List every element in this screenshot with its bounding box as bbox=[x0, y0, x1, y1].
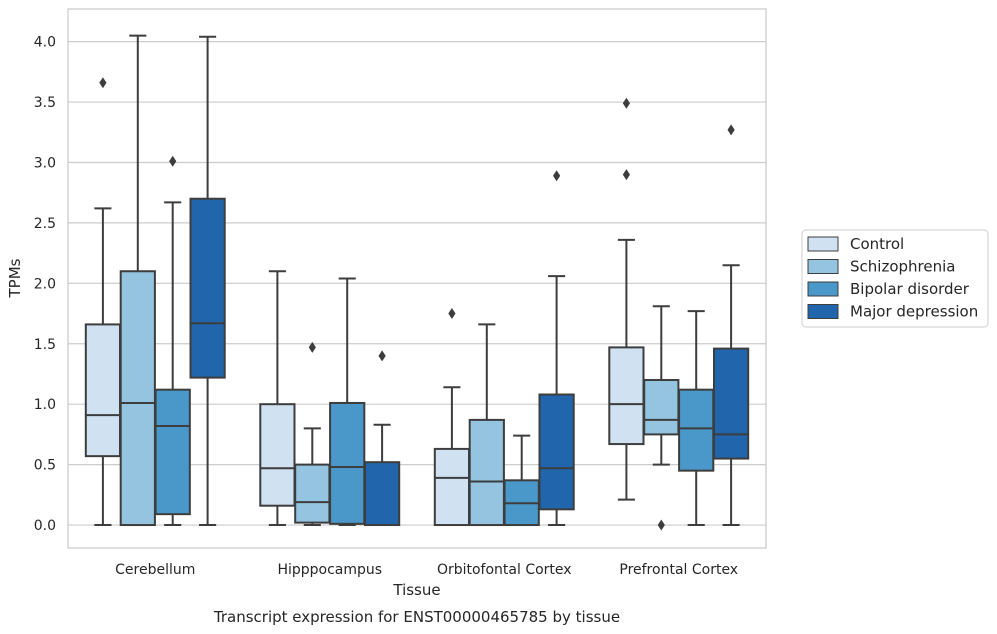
box-bipolar-disorder bbox=[154, 155, 191, 527]
box bbox=[538, 393, 575, 511]
box-major-depression bbox=[538, 170, 575, 527]
box-series bbox=[84, 34, 750, 531]
y-tick-label: 0.5 bbox=[34, 458, 56, 474]
x-tick-label: Orbitofontal Cortex bbox=[437, 562, 572, 578]
box-bipolar-disorder bbox=[503, 434, 540, 527]
box-schizophrenia bbox=[119, 34, 156, 527]
box bbox=[712, 347, 750, 460]
legend-label: Bipolar disorder bbox=[850, 280, 970, 298]
y-tick-label: 3.0 bbox=[34, 155, 56, 171]
box-bipolar-disorder bbox=[678, 310, 715, 527]
outlier-point bbox=[553, 170, 561, 182]
box bbox=[433, 447, 471, 527]
outlier-point bbox=[99, 77, 107, 89]
box-schizophrenia bbox=[294, 341, 331, 527]
legend-swatch bbox=[807, 281, 839, 297]
outlier-point bbox=[169, 155, 177, 167]
box-major-depression bbox=[363, 350, 401, 527]
box-major-depression bbox=[189, 35, 226, 527]
legend-frame bbox=[801, 229, 989, 328]
box-control bbox=[259, 270, 296, 527]
box bbox=[608, 346, 645, 446]
x-tick-labels: Cerebellum Hipppocampus Orbitofontal Corte… bbox=[115, 562, 738, 578]
box-bipolar-disorder bbox=[329, 277, 366, 527]
outlier-point bbox=[622, 169, 630, 181]
x-tick-label: Prefrontal Cortex bbox=[619, 562, 738, 578]
box bbox=[189, 197, 226, 379]
outlier-point bbox=[727, 124, 735, 136]
chart-caption: Transcript expression for ENST0000046578… bbox=[213, 608, 620, 626]
box-control bbox=[84, 77, 122, 527]
box bbox=[119, 270, 156, 527]
y-tick-label: 1.5 bbox=[34, 337, 56, 353]
box-major-depression bbox=[712, 124, 750, 527]
y-tick-label: 0.0 bbox=[34, 518, 56, 534]
box bbox=[259, 403, 296, 507]
y-axis-label: TPMs bbox=[6, 258, 24, 298]
box bbox=[643, 379, 680, 436]
box bbox=[363, 461, 401, 527]
legend-label: Control bbox=[850, 235, 904, 253]
outlier-point bbox=[448, 308, 456, 320]
x-tick-label: Hipppocampus bbox=[277, 562, 382, 578]
box-control bbox=[433, 308, 471, 527]
outlier-point bbox=[657, 519, 665, 531]
x-axis-label: Tissue bbox=[392, 581, 440, 599]
box bbox=[678, 388, 715, 472]
legend-swatch bbox=[807, 304, 839, 319]
outlier-point bbox=[308, 341, 316, 353]
box bbox=[468, 418, 505, 527]
outlier-point bbox=[622, 97, 630, 109]
box-schizophrenia bbox=[468, 323, 505, 527]
outlier-point bbox=[378, 350, 386, 362]
plot-frame bbox=[67, 8, 767, 549]
box bbox=[294, 463, 331, 524]
y-tick-label: 3.5 bbox=[34, 95, 56, 111]
y-tick-labels: 0.0 0.5 1.0 1.5 2.0 2.5 3.0 3.5 4.0 bbox=[34, 35, 56, 534]
legend-swatch bbox=[807, 236, 839, 252]
box bbox=[154, 388, 191, 516]
legend-swatch bbox=[807, 259, 839, 274]
y-tick-label: 2.5 bbox=[34, 216, 56, 232]
legend: Control Schizophrenia Bipolar disorder Majo… bbox=[801, 229, 989, 328]
box-control bbox=[608, 97, 645, 501]
y-tick-label: 1.0 bbox=[34, 397, 56, 413]
box bbox=[329, 401, 366, 525]
box-schizophrenia bbox=[643, 305, 680, 531]
y-tick-label: 2.0 bbox=[34, 276, 56, 292]
legend-label: Schizophrenia bbox=[850, 258, 955, 276]
y-tick-label: 4.0 bbox=[34, 35, 56, 51]
box bbox=[84, 323, 122, 458]
legend-label: Major depression bbox=[850, 303, 978, 321]
x-tick-label: Cerebellum bbox=[115, 562, 195, 578]
